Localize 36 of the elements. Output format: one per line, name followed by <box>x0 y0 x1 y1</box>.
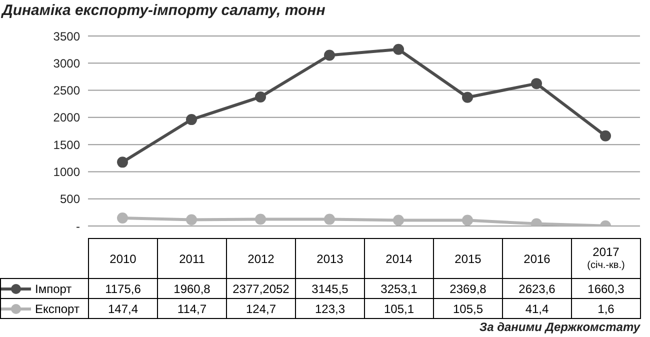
legend-label: Імпорт <box>34 282 72 296</box>
data-label: 124,7 <box>226 298 296 318</box>
y-tick-label: 500 <box>60 192 80 206</box>
data-label: 41,4 <box>502 298 572 318</box>
x-tick-label: 2010 <box>110 252 136 266</box>
chart-title: Динаміка експорту-імпорту салату, тонн <box>2 2 326 19</box>
y-tick-label: 2500 <box>53 84 80 98</box>
data-label: 105,5 <box>434 298 502 318</box>
data-label: 114,7 <box>158 298 226 318</box>
data-label: 2369,8 <box>434 278 502 298</box>
text: За даними Держкомстату <box>479 320 640 334</box>
x-tick-label: 2011 <box>179 252 205 266</box>
data-label: 105,1 <box>364 298 434 318</box>
x-tick-label: 2015 <box>454 252 482 266</box>
data-label: 1660,3 <box>572 278 640 298</box>
y-tick-label: 3500 <box>53 29 80 44</box>
x-tick-label: 2016 <box>524 252 550 266</box>
data-label: 123,3 <box>296 298 364 318</box>
y-tick-label: - <box>76 219 80 234</box>
data-label: 3145,5 <box>296 278 364 298</box>
x-tick-label: 2013 <box>316 252 344 266</box>
x-tick-label: 2014 <box>386 252 412 266</box>
data-label: 1,6 <box>572 298 640 318</box>
data-label: 2377,2052 <box>226 278 296 298</box>
data-label: 147,4 <box>88 298 158 318</box>
data-label: 1960,8 <box>158 278 226 298</box>
x-tick-label: 2012 <box>248 252 274 266</box>
data-label: 2623,6 <box>502 278 572 298</box>
data-label: 3253,1 <box>364 278 434 298</box>
data-label: 1175,6 <box>88 278 158 298</box>
y-tick-label: 1500 <box>53 138 80 152</box>
y-tick-label: 2000 <box>53 110 80 125</box>
legend-label: Експорт <box>34 302 80 316</box>
y-tick-label: 3000 <box>53 56 80 70</box>
y-tick-label: 1000 <box>53 164 80 179</box>
x-tick-label: 2017 (січ.-кв.) <box>587 244 625 270</box>
